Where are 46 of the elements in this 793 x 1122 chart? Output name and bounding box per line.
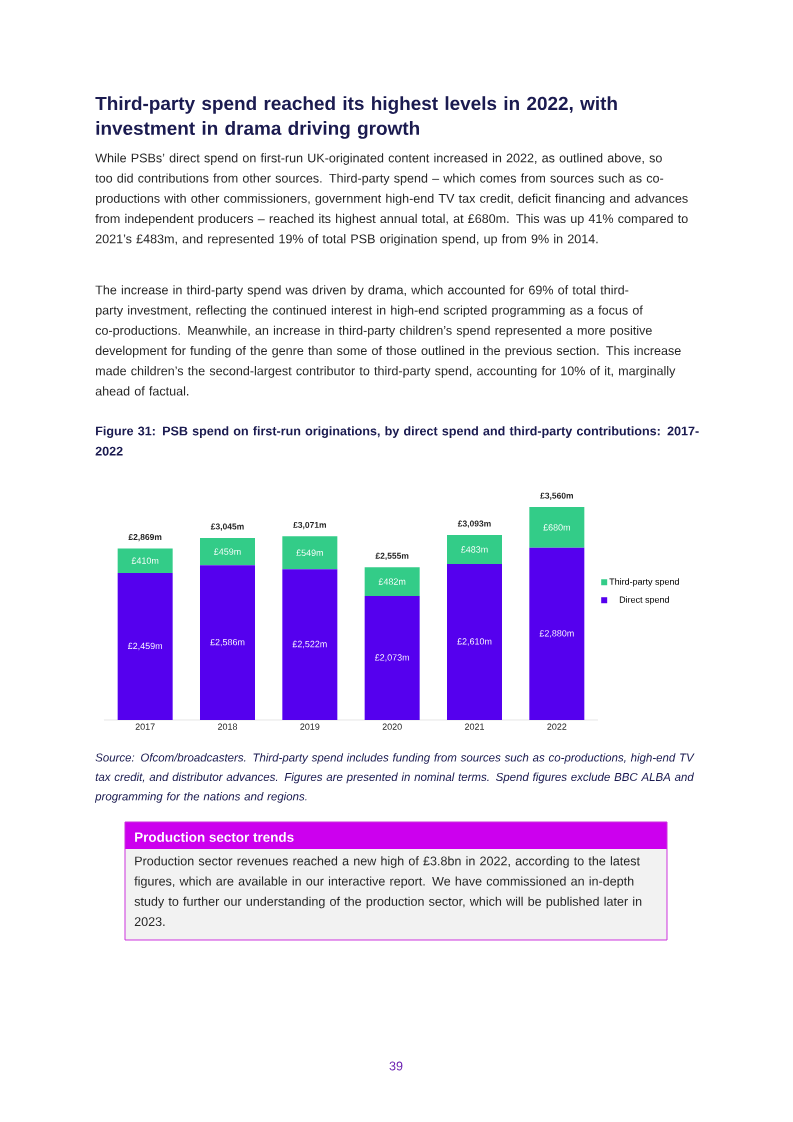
total-label: £3,093m [457, 520, 491, 528]
total-label: £3,045m [210, 523, 244, 531]
data-label: £2,522m [292, 640, 327, 649]
data-label: £482m [378, 578, 406, 585]
data-label: £2,610m [457, 638, 492, 646]
bar [200, 537, 255, 566]
bar [282, 569, 338, 720]
x-tick-label: 2017 [135, 723, 155, 730]
x-tick-label: 2021 [464, 723, 485, 730]
x-tick-label: 2018 [217, 723, 238, 730]
data-label: £2,880m [539, 630, 574, 638]
bar [447, 535, 502, 564]
bar [282, 536, 338, 570]
data-label: £2,459m [127, 642, 163, 651]
text: Production sector trends [135, 832, 294, 842]
legend-label: Third-party spend [609, 578, 679, 587]
bar [529, 507, 585, 548]
text: Third-party spend reached its highest levels in 2022, with investment in drama driving growth [95, 96, 617, 139]
chart-title: Figure 31: PSB spend on first-run originations, by direct spend and third-party contributions: 2017-2022 [95, 426, 699, 456]
text: Production sector revenues reached a new high of £3.8bn in 2022, according to the latest figures, which are available in our interactive report. We have commissioned an in-depth study to further our understanding of the production sector, which will be published later in 2023. [134, 856, 642, 927]
bar [117, 572, 173, 720]
bar [200, 565, 255, 720]
data-label: £2,073m [374, 654, 410, 662]
source-note: Source: Ofcom/broadcasters. Third-party spend includes funding from sources such as co-productions, high-end TV tax credit, and distributor advances. Figures are presented in nominal terms. Spend figures exclude BBC ALBA and programming for the nations and regions. [94, 753, 695, 803]
text: While PSBs’ direct spend on first-run UK-originated content increased in 2022, as outlined above, so too did contributions from other sources. Third-party spend – which comes from sources such as co-productions with other commissioners, government high-end TV tax credit, deficit financing and advances from independent producers – reached its highest annual total, at £680m. This was up 41% compared to 2021’s £483m, and represented 19% of total PSB origination spend, up from 9% in 2014. [95, 153, 688, 246]
total-label: £3,560m [540, 492, 574, 500]
data-label: £483m [461, 546, 488, 553]
text: The increase in third-party spend was driven by drama, which accounted for 69% of total third-party investment, reflecting the continued interest in high-end scripted programming as a focus of co-productions. Meanwhile, an increase in third-party children’s spend represented a more positive development for funding of the genre than some of those outlined in the previous section. This increase made children’s the second-largest contributor to third-party spend, accounting for 10% of it, marginally ahead of factual. [95, 285, 681, 396]
total-label: £3,071m [293, 521, 327, 530]
x-tick-label: 2019 [300, 723, 320, 730]
bar [529, 547, 585, 720]
data-label: £680m [543, 524, 570, 531]
legend-label: Direct spend [619, 596, 669, 605]
data-label: £410m [131, 557, 159, 564]
text: 39 [389, 1061, 403, 1071]
bar [364, 596, 420, 720]
bar [364, 567, 420, 597]
bar [447, 563, 502, 720]
bar [117, 548, 173, 573]
data-label: £459m [214, 548, 241, 555]
total-label: £2,555m [375, 552, 409, 560]
data-label: £2,586m [210, 638, 245, 647]
x-tick-label: 2020 [382, 723, 402, 730]
data-label: £549m [296, 549, 323, 556]
total-label: £2,869m [128, 534, 162, 542]
x-tick-label: 2022 [547, 723, 567, 730]
